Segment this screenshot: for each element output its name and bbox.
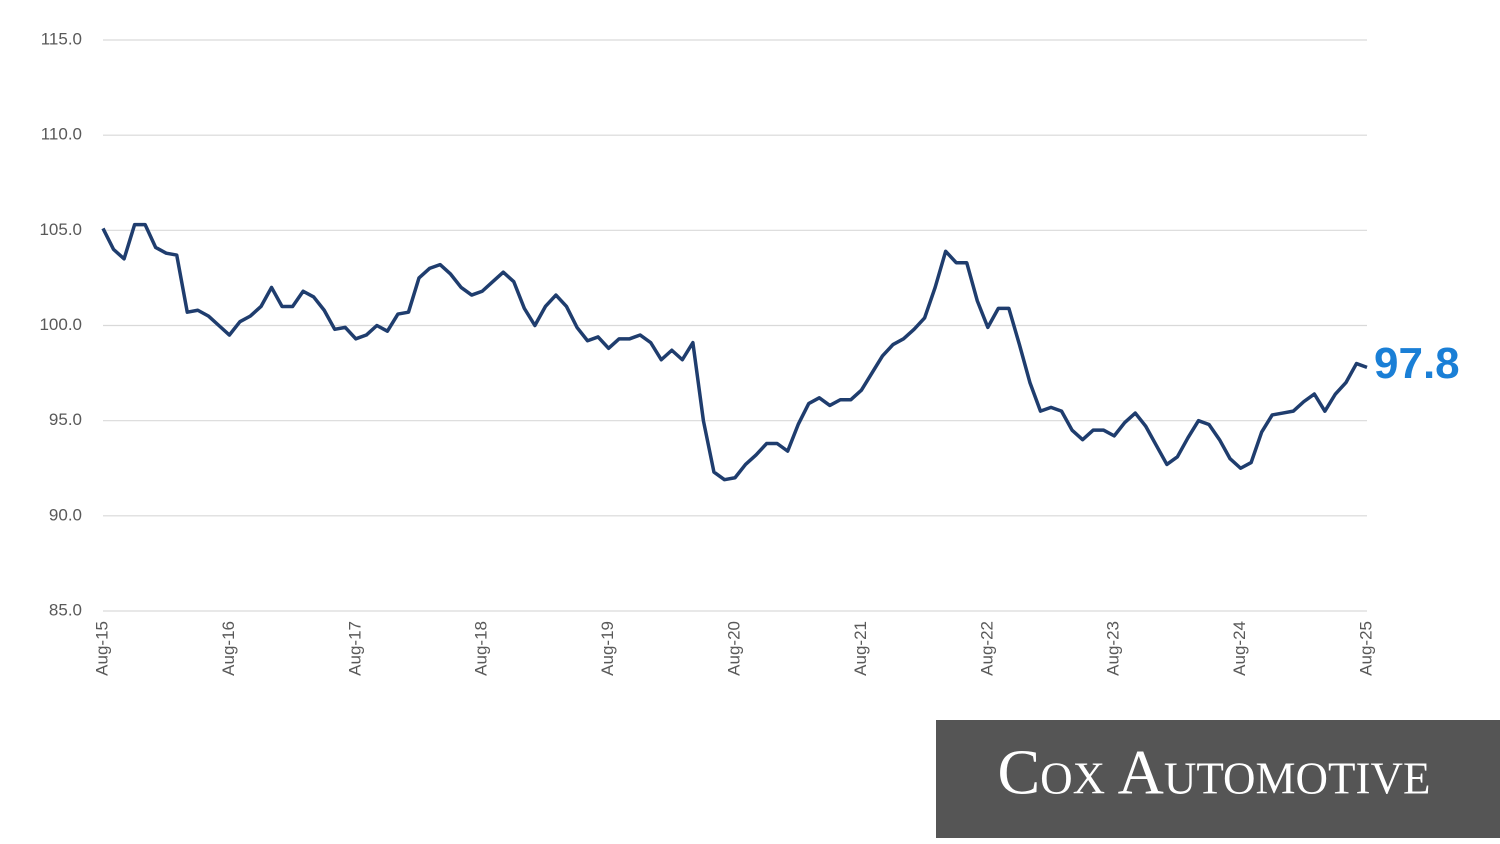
end-value-label: 97.8	[1374, 339, 1460, 388]
x-tick-label: Aug-15	[92, 621, 111, 676]
x-tick-label: Aug-24	[1230, 621, 1249, 676]
y-tick-label: 90.0	[49, 505, 82, 524]
logo-box	[936, 720, 1500, 838]
y-tick-label: 110.0	[41, 125, 82, 144]
data-line	[101, 222, 1368, 482]
y-tick-label: 105.0	[39, 220, 82, 239]
y-tick-label: 85.0	[49, 600, 82, 619]
y-tick-label: 95.0	[49, 410, 82, 429]
y-tick-label: 100.0	[39, 315, 82, 334]
x-tick-label: Aug-18	[472, 621, 491, 676]
x-tick-label: Aug-16	[219, 621, 238, 676]
y-tick-label: 115.0	[41, 29, 82, 48]
x-tick-label: Aug-17	[345, 621, 364, 676]
x-tick-label: Aug-19	[598, 621, 617, 676]
x-tick-label: Aug-21	[851, 621, 870, 676]
x-tick-label: Aug-25	[1356, 621, 1375, 676]
logo: Cox Automotive	[997, 737, 1430, 808]
x-tick-label: Aug-20	[724, 621, 743, 676]
x-tick-label: Aug-22	[977, 621, 996, 676]
x-tick-label: Aug-23	[1104, 621, 1123, 676]
